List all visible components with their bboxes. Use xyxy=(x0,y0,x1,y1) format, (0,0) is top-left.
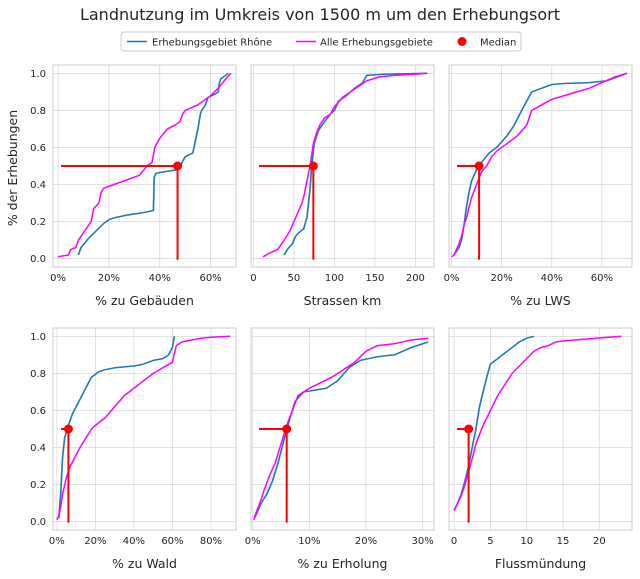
median-point xyxy=(63,424,73,434)
y-tick-label: 0.6 xyxy=(30,143,46,154)
y-tick-label: 0.0 xyxy=(30,517,46,528)
x-tick-label: 30% xyxy=(412,536,434,547)
y-tick-label: 0.2 xyxy=(30,217,46,228)
x-tick-label: 0% xyxy=(444,273,460,284)
series-line-alle xyxy=(253,337,429,521)
legend-swatch-median xyxy=(457,37,467,46)
panel-frame xyxy=(448,64,633,268)
x-tick-label: 0% xyxy=(49,536,65,547)
y-tick-label: 1.0 xyxy=(30,69,46,80)
y-tick-label: 1.0 xyxy=(30,332,46,343)
panel-1: 0.0 0.2 0.4 0.6 0.8 1.0 0% 20% 40% 60% % zu Gebäud… xyxy=(30,64,237,308)
legend-label-rhone: Erhebungsgebiet Rhône xyxy=(152,37,272,49)
series-line-alle xyxy=(57,72,232,258)
y-axis-label: % der Erhebungen xyxy=(5,110,20,226)
x-tick-label: 0 xyxy=(451,536,457,547)
y-tick-label: 0.2 xyxy=(30,480,46,491)
y-tick-label: 0.8 xyxy=(30,106,46,117)
x-tick-label: 20% xyxy=(84,536,106,547)
series-line-rhone xyxy=(283,72,428,256)
x-tick-label: 10 xyxy=(520,536,533,547)
x-tick-label: 0% xyxy=(245,536,261,547)
y-tick-label: 0.4 xyxy=(30,180,46,191)
x-tick-label: 40% xyxy=(123,536,145,547)
x-tick-label: 5 xyxy=(487,536,493,547)
x-axis-label: % zu Gebäuden xyxy=(95,293,194,308)
panel-frame xyxy=(250,64,435,268)
panel-2: 0 50 100 150 200 Strassen km xyxy=(250,64,435,308)
x-tick-label: 10% xyxy=(298,536,320,547)
x-tick-label: 20% xyxy=(98,273,120,284)
x-tick-label: 20 xyxy=(593,536,606,547)
y-tick-label: 0.0 xyxy=(30,254,46,265)
x-tick-label: 20% xyxy=(355,536,377,547)
series-line-rhone xyxy=(453,72,628,256)
median-point xyxy=(474,161,484,171)
series-line-alle xyxy=(262,72,428,258)
y-tick-label: 0.4 xyxy=(30,443,46,454)
x-tick-label: 0% xyxy=(50,273,66,284)
panels: 0.0 0.2 0.4 0.6 0.8 1.0 0% 20% 40% 60% % zu Gebäud… xyxy=(30,64,633,571)
series-line-rhone xyxy=(58,336,176,519)
x-tick-label: 200 xyxy=(406,273,425,284)
legend-label-median: Median xyxy=(480,38,516,49)
x-tick-label: 80% xyxy=(200,536,222,547)
series-line-alle xyxy=(56,335,231,521)
x-tick-label: 20% xyxy=(491,273,513,284)
x-tick-label: 60% xyxy=(199,273,221,284)
x-tick-label: 60% xyxy=(591,273,613,284)
x-axis-label: Flussmündung xyxy=(495,556,586,571)
series-line-alle xyxy=(453,335,622,511)
y-tick-label: 0.6 xyxy=(30,406,46,417)
panel-frame xyxy=(52,64,237,268)
panel-4: 0.0 0.2 0.4 0.6 0.8 1.0 0% 20% 40% 60% 80% % zu Wal… xyxy=(30,327,237,571)
median-point xyxy=(464,424,474,434)
series-line-rhone xyxy=(453,335,535,511)
x-tick-label: 40% xyxy=(149,273,171,284)
figure-title: Landnutzung im Umkreis von 1500 m um den… xyxy=(80,5,560,24)
panel-5: 0% 10% 20% 30% % zu Erholung xyxy=(245,327,435,571)
x-axis-label: % zu LWS xyxy=(510,293,570,308)
panel-3: 0% 20% 40% 60% % zu LWS xyxy=(444,64,633,308)
legend: Erhebungsgebiet Rhône Alle Erhebungsgebi… xyxy=(120,31,522,52)
x-axis-label: Strassen km xyxy=(304,293,382,308)
x-tick-label: 15 xyxy=(557,536,570,547)
series-band-rhone xyxy=(283,73,429,255)
panel-frame xyxy=(250,327,435,531)
panel-frame xyxy=(52,327,237,531)
series-band-rhone xyxy=(57,336,176,518)
median-point xyxy=(173,161,183,171)
panel-6: 0 5 10 15 20 Flussmündung xyxy=(448,327,633,571)
x-axis-label: % zu Erholung xyxy=(298,556,388,571)
x-tick-label: 60% xyxy=(161,536,183,547)
x-tick-label: 100 xyxy=(325,273,344,284)
legend-label-alle: Alle Erhebungsgebiete xyxy=(320,38,433,49)
median-point xyxy=(282,424,292,434)
x-tick-label: 150 xyxy=(365,273,384,284)
x-axis-label: % zu Wald xyxy=(112,556,177,571)
y-tick-label: 0.8 xyxy=(30,369,46,380)
series-line-rhone xyxy=(77,72,229,256)
panel-frame xyxy=(448,327,633,531)
series-line-alle xyxy=(451,72,628,258)
x-tick-label: 0 xyxy=(250,273,256,284)
legend-frame xyxy=(120,31,522,52)
x-tick-label: 50 xyxy=(288,273,301,284)
median-point xyxy=(308,161,318,171)
x-tick-label: 40% xyxy=(541,273,563,284)
